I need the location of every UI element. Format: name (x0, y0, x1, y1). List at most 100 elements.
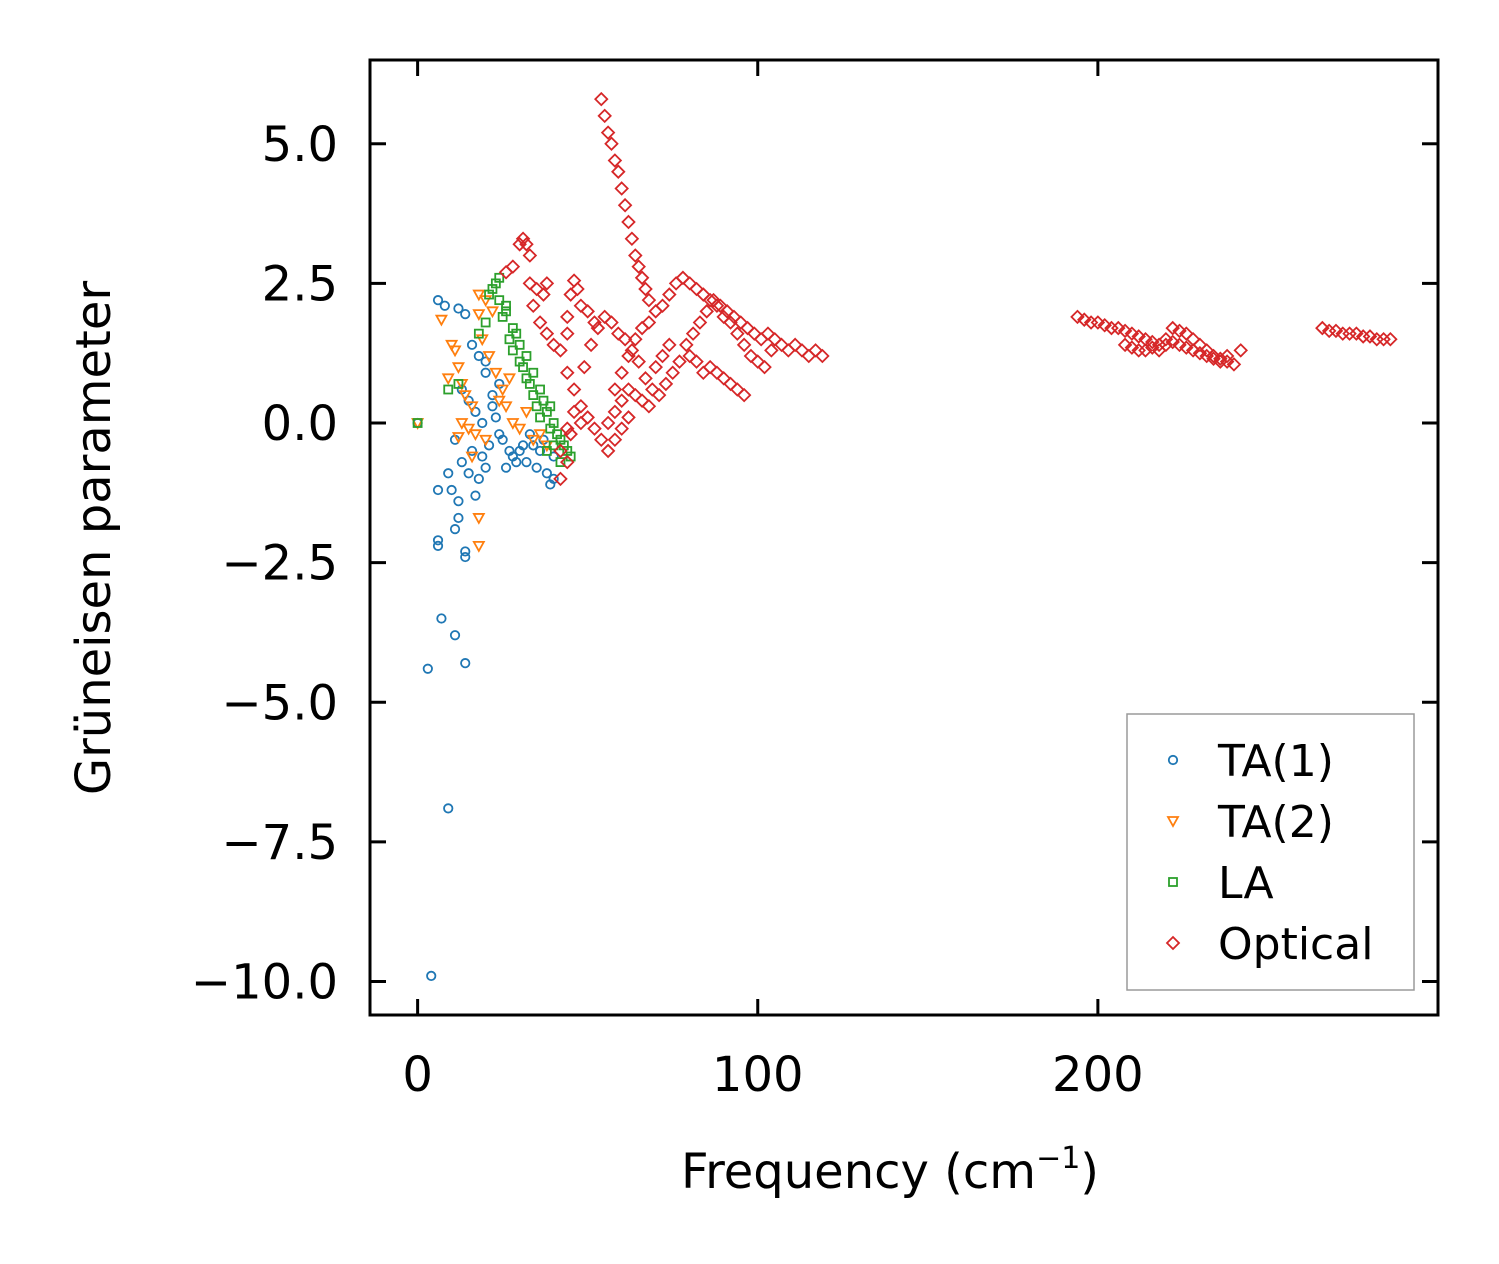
data-point-optical (1328, 323, 1344, 339)
y-tick-label: 5.0 (262, 117, 338, 173)
data-point-optical (634, 270, 650, 286)
data-point-optical (617, 197, 633, 213)
data-point-optical (645, 382, 660, 397)
data-point-la (545, 401, 556, 412)
data-point-ta-1 (460, 658, 471, 669)
data-point-ta-1 (449, 524, 461, 535)
data-point-optical (600, 125, 616, 140)
data-point-optical (1172, 337, 1187, 353)
data-point-la (548, 418, 559, 428)
data-point-ta-1 (541, 468, 552, 479)
data-point-optical (1362, 329, 1378, 344)
x-tick-label: 200 (1052, 1047, 1144, 1103)
data-point-optical (675, 270, 691, 286)
data-point-optical (560, 454, 575, 470)
data-point-ta-1 (453, 496, 464, 507)
data-point-ta-1 (517, 440, 529, 451)
data-point-optical (560, 365, 575, 381)
data-point-optical (1185, 343, 1201, 358)
data-point-la (538, 395, 549, 406)
data-point-optical (696, 287, 711, 302)
data-point-ta-1 (521, 457, 532, 468)
data-point-ta-1 (432, 295, 444, 306)
data-point-optical (1158, 337, 1174, 353)
data-point-optical (539, 326, 555, 341)
data-point-la (453, 379, 464, 389)
data-point-optical (621, 348, 636, 364)
data-point-optical (672, 354, 687, 369)
data-point-optical (624, 343, 640, 358)
data-point-optical (801, 348, 817, 364)
data-point-ta-2 (506, 418, 520, 430)
data-point-ta-2 (492, 395, 506, 408)
data-point-optical (709, 298, 725, 314)
data-point-optical (743, 348, 759, 364)
data-point-optical (1192, 345, 1208, 361)
series-layer (411, 91, 1398, 982)
data-point-optical (641, 315, 657, 330)
data-point-ta-2 (465, 451, 479, 464)
data-point-optical (1172, 323, 1187, 339)
data-point-ta-1 (422, 663, 433, 674)
data-point-ta-2 (513, 423, 527, 436)
data-point-optical (638, 281, 653, 297)
data-point-ta-1 (443, 468, 454, 479)
data-point-optical (607, 432, 623, 448)
y-tick-label: −7.5 (221, 815, 338, 871)
data-point-ta-2 (499, 401, 513, 414)
data-point-optical (614, 181, 629, 196)
data-point-optical (587, 421, 602, 436)
data-point-optical (560, 309, 575, 325)
data-point-ta-1 (473, 350, 484, 362)
data-point-la (535, 384, 545, 395)
data-point-optical (611, 326, 626, 341)
x-axis-title: Frequency (cm−1) (681, 1141, 1099, 1200)
data-point-la (412, 418, 423, 428)
data-point-optical (808, 343, 823, 358)
data-point-optical (1192, 337, 1208, 353)
data-point-ta-2 (441, 373, 455, 386)
data-point-la (521, 351, 532, 361)
data-point-optical (716, 371, 732, 386)
data-point-optical (1158, 331, 1174, 347)
data-point-optical (573, 398, 589, 414)
series-optical (498, 91, 1398, 487)
data-point-optical (614, 393, 629, 408)
data-point-optical (532, 315, 548, 330)
data-point-optical (505, 259, 521, 274)
data-point-ta-2 (533, 429, 547, 442)
data-point-ta-2 (479, 434, 493, 447)
data-point-optical (767, 331, 783, 347)
data-point-optical (519, 237, 534, 252)
data-point-optical (730, 382, 745, 397)
data-point-ta-1 (480, 356, 491, 367)
data-point-optical (529, 281, 544, 297)
data-point-optical (621, 382, 636, 397)
data-point-optical (604, 136, 619, 152)
data-point-optical (566, 404, 582, 420)
data-point-ta-1 (504, 445, 515, 457)
data-point-optical (1090, 315, 1106, 330)
data-point-la (504, 334, 515, 345)
data-point-optical (760, 326, 776, 341)
data-point-ta-2 (519, 406, 533, 419)
data-point-optical (685, 326, 701, 341)
data-point-ta-1 (487, 389, 498, 401)
data-point-ta-1 (453, 303, 464, 314)
data-point-ta-2 (489, 367, 503, 380)
data-point-optical (536, 287, 551, 302)
data-point-optical (730, 326, 745, 341)
data-point-optical (611, 164, 626, 179)
data-point-ta-1 (531, 462, 542, 473)
data-point-optical (573, 415, 589, 431)
y-tick-label: −5.0 (221, 675, 338, 731)
data-point-optical (498, 264, 514, 280)
data-point-optical (577, 359, 592, 375)
data-point-optical (723, 315, 738, 330)
data-point-optical (641, 398, 657, 414)
data-point-ta-1 (456, 457, 467, 468)
legend-marker-la (1168, 877, 1178, 887)
data-point-optical (658, 376, 674, 392)
data-point-optical (757, 359, 772, 375)
data-point-ta-1 (466, 339, 478, 350)
